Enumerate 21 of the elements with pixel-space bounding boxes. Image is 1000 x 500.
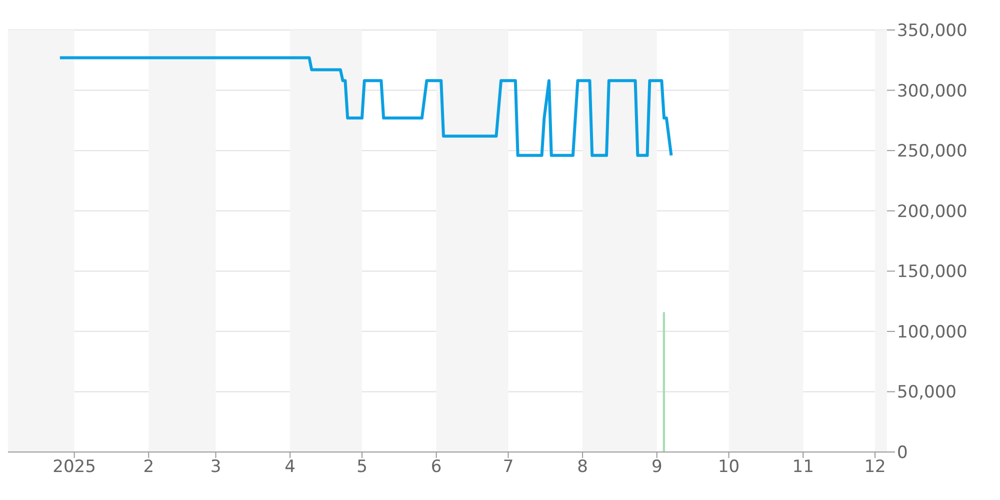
x-tick-label: 6 <box>430 457 442 478</box>
y-tick-label: 250,000 <box>897 142 968 162</box>
x-tick-label: 2 <box>143 457 154 478</box>
y-tick-label: 350,000 <box>897 21 968 42</box>
x-tick-label: 3 <box>210 457 222 478</box>
x-tick-label: 8 <box>577 457 588 478</box>
y-tick-label: 100,000 <box>897 322 968 342</box>
y-tick-label: 150,000 <box>897 262 968 282</box>
y-tick-label: 200,000 <box>897 202 968 222</box>
line-series <box>58 56 673 157</box>
x-tick-label: 10 <box>718 457 740 478</box>
x-tick-label: 11 <box>792 457 814 478</box>
y-tick-label: 300,000 <box>897 81 968 102</box>
x-tick-label: 2025 <box>52 457 96 478</box>
x-tick-label: 4 <box>284 457 296 478</box>
y-tick-label: 50,000 <box>897 382 956 403</box>
x-tick-label: 9 <box>651 457 662 478</box>
y-tick-label: 0 <box>897 443 908 464</box>
x-tick-label: 7 <box>502 457 514 478</box>
x-tick-label: 5 <box>356 457 368 478</box>
x-tick-label: 12 <box>864 457 886 478</box>
